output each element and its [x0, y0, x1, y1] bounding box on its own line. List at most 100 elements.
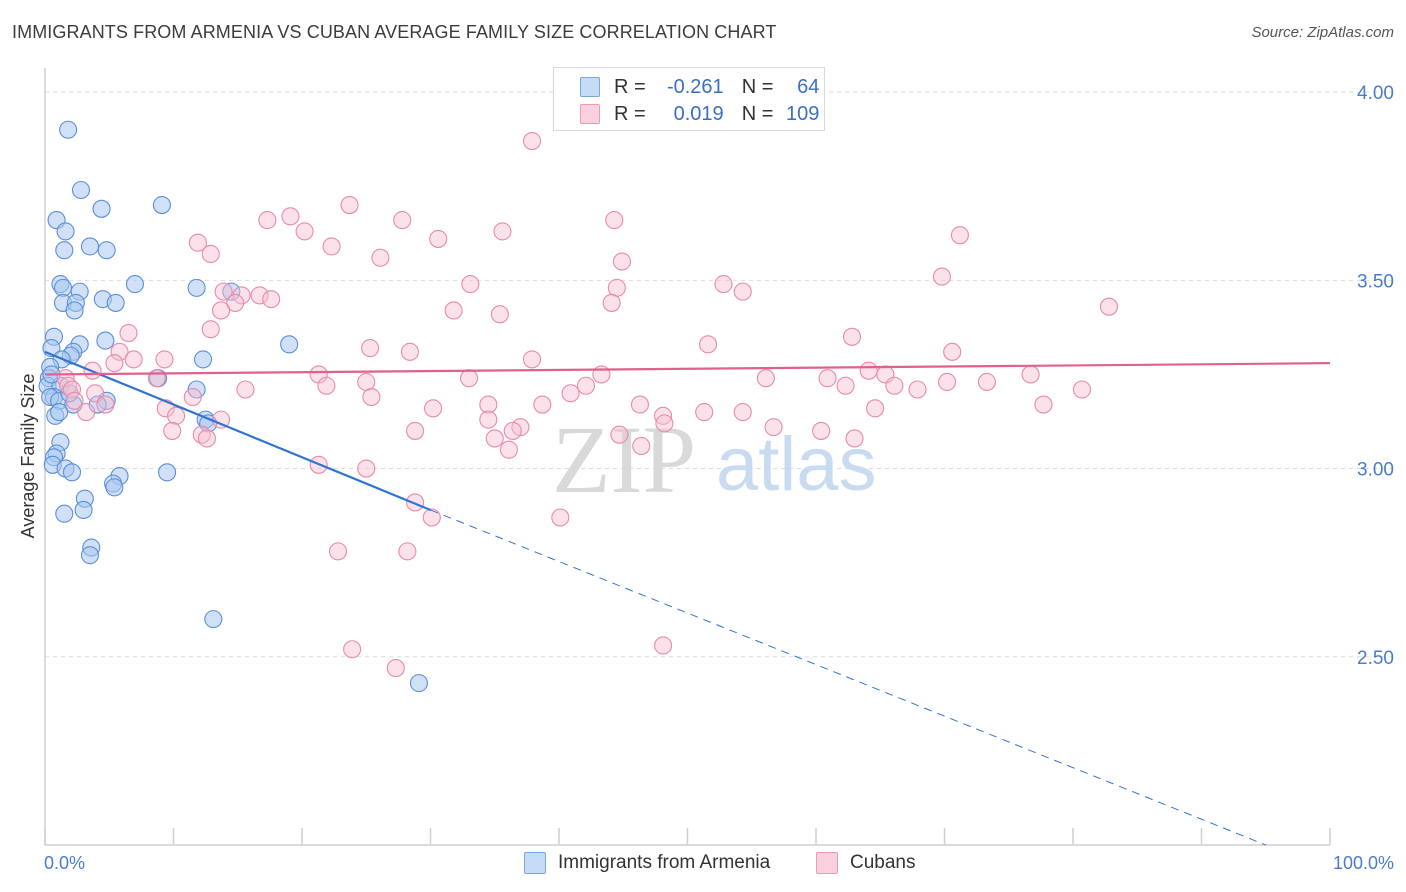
- cubans-point: [214, 282, 233, 301]
- cubans-point: [610, 425, 629, 444]
- armenia-point: [152, 195, 171, 215]
- cubans-point: [533, 395, 552, 414]
- cubans-point: [422, 508, 441, 527]
- legend-n-value: 109: [786, 102, 820, 125]
- cubans-point: [110, 342, 129, 361]
- cubans-point: [461, 275, 480, 294]
- legend-r-value: 0.019: [673, 102, 724, 125]
- cubans-trend-line: [44, 362, 1331, 376]
- watermark: ZIP atlas: [552, 406, 877, 513]
- cubans-point: [201, 320, 220, 339]
- cubans-point: [695, 403, 714, 422]
- cubans-point: [262, 290, 281, 309]
- armenia-point: [204, 610, 223, 629]
- cubans-point: [1072, 380, 1092, 399]
- armenia-point: [187, 278, 206, 297]
- cubans-point: [842, 327, 862, 346]
- cubans-point: [499, 440, 518, 459]
- trend-lines: [44, 350, 1331, 846]
- cubans-point: [522, 132, 542, 151]
- legend-n-label: N =: [741, 102, 774, 125]
- cubans-point: [163, 421, 182, 440]
- cubans-point: [188, 233, 207, 252]
- legend-n-label: N =: [741, 75, 774, 98]
- armenia-point: [106, 293, 125, 312]
- cubans-point: [362, 387, 381, 407]
- armenia-trend-extension: [430, 509, 1266, 846]
- x-tick-label: 0.0%: [44, 853, 85, 873]
- cubans-point: [654, 406, 673, 425]
- cubans-point: [764, 418, 783, 437]
- armenia-point: [158, 463, 177, 482]
- cubans-point: [183, 387, 202, 407]
- y-tick-label: 3.00: [1357, 460, 1394, 481]
- legend-row-armenia: R = -0.261 N = 64: [580, 74, 819, 100]
- cubans-point: [908, 380, 927, 399]
- armenia-point: [59, 120, 78, 139]
- cubans-point: [551, 508, 570, 527]
- cubans-point: [340, 195, 359, 215]
- cubans-point: [96, 395, 115, 414]
- cubans-point: [493, 222, 512, 241]
- cubans-point: [124, 350, 143, 369]
- cubans-point: [406, 421, 425, 440]
- watermark-zip: ZIP: [552, 406, 696, 513]
- cubans-point: [836, 376, 855, 395]
- armenia-point: [80, 546, 100, 565]
- legend-r-label: R =: [614, 75, 646, 98]
- cubans-points: [56, 132, 1119, 678]
- armenia-point: [53, 278, 73, 297]
- cubans-point: [818, 369, 837, 388]
- cubans-point: [612, 252, 632, 271]
- armenia-point: [71, 180, 91, 200]
- cubans-point: [155, 350, 174, 369]
- cubans-point: [654, 636, 673, 655]
- cubans-point: [444, 301, 463, 320]
- cubans-point: [77, 403, 96, 422]
- legend-r-label: R =: [614, 102, 646, 125]
- cubans-point: [236, 380, 255, 399]
- source-label: Source: ZipAtlas.com: [1251, 24, 1394, 41]
- cubans-point: [147, 369, 166, 388]
- armenia-point: [409, 674, 428, 693]
- cubans-point: [343, 640, 362, 659]
- cubans-point: [361, 339, 380, 358]
- cubans-point: [885, 376, 904, 395]
- cubans-point: [1034, 395, 1053, 414]
- armenia-point: [92, 199, 111, 218]
- armenia-point: [194, 350, 213, 369]
- cubans-point: [561, 384, 580, 403]
- cubans-point: [632, 436, 651, 456]
- cubans-point: [250, 286, 269, 305]
- cubans-point: [65, 391, 84, 410]
- cubans-point: [845, 429, 864, 448]
- cubans-point: [938, 372, 957, 392]
- cubans-point: [429, 229, 448, 248]
- armenia-point: [80, 237, 100, 256]
- cubans-point: [479, 395, 498, 414]
- cubans-legend-swatch: [816, 852, 838, 874]
- cubans-point: [943, 342, 962, 361]
- cubans-point: [211, 301, 231, 320]
- tick-labels: 2.50 3.00 3.50 4.00 0.0% 100.0%: [44, 83, 1394, 873]
- cubans-point: [371, 248, 390, 267]
- armenia-point: [280, 335, 299, 354]
- y-tick-label: 4.00: [1357, 83, 1394, 104]
- cubans-point: [605, 211, 624, 230]
- cubans-point: [1099, 297, 1119, 316]
- cubans-point: [714, 275, 733, 294]
- cubans-point: [630, 395, 650, 414]
- watermark-atlas: atlas: [716, 422, 877, 507]
- y-tick-label: 3.50: [1357, 271, 1394, 292]
- cubans-point: [232, 286, 251, 305]
- cubans-point: [105, 354, 124, 373]
- legend-label-armenia: Immigrants from Armenia: [558, 852, 771, 873]
- legend-item-cubans: Cubans: [816, 852, 916, 874]
- cubans-point: [406, 493, 425, 512]
- armenia-point: [74, 500, 93, 520]
- cubans-point: [281, 207, 300, 226]
- cubans-point: [322, 237, 341, 256]
- cubans-point: [490, 305, 509, 324]
- cubans-point: [503, 421, 522, 440]
